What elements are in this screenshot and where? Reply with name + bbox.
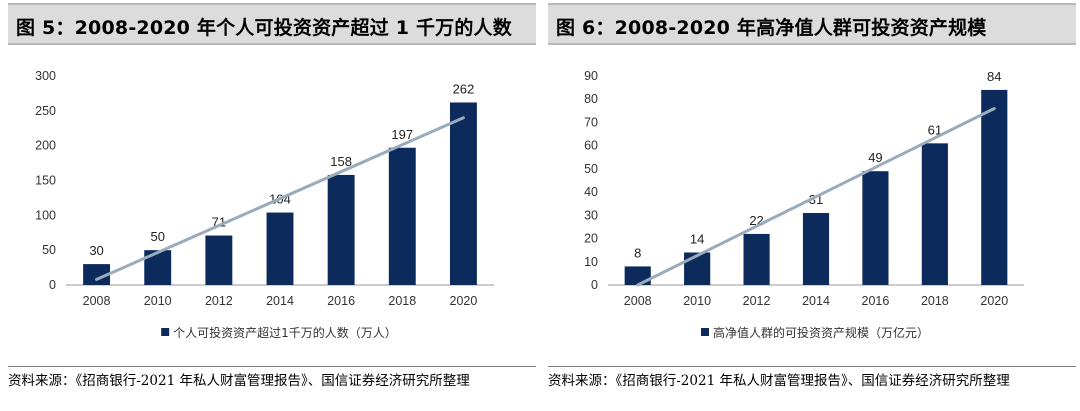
data-label: 61 — [928, 122, 942, 137]
y-tick-label: 80 — [584, 92, 598, 106]
chart-panel-6: 图 6：2008-2020 年高净值人群可投资资产规模 0 10 20 30 40 50 6… — [548, 0, 1076, 411]
y-tick-label: 150 — [35, 174, 56, 188]
y-tick-label: 50 — [584, 162, 598, 176]
y-tick-label: 30 — [584, 208, 598, 222]
bar-2020 — [449, 102, 477, 285]
data-label: 197 — [391, 127, 413, 142]
y-tick-label: 10 — [584, 255, 598, 269]
x-tick-label: 2018 — [921, 294, 949, 308]
x-tick-label: 2014 — [266, 294, 294, 308]
x-tick-label: 2008 — [624, 294, 652, 308]
legend-label: 高净值人群的可投资资产规模（万亿元） — [713, 325, 929, 340]
chart-panel-5: 图 5：2008-2020 年个人可投资资产超过 1 千万的人数 0 50 100 1… — [8, 0, 536, 411]
x-tick-label: 2014 — [802, 294, 830, 308]
chart-title: 图 6：2008-2020 年高净值人群可投资资产规模 — [556, 17, 987, 39]
x-tick-label: 2020 — [450, 294, 478, 308]
data-label: 49 — [868, 150, 882, 165]
bar-2018 — [388, 147, 416, 285]
x-tick-label: 2020 — [980, 294, 1008, 308]
bar-2016 — [327, 174, 355, 285]
data-label: 262 — [453, 81, 475, 96]
y-tick-label: 200 — [35, 139, 56, 153]
bar-2012 — [205, 235, 233, 285]
y-tick-label: 250 — [35, 104, 56, 118]
x-tick-label: 2010 — [144, 294, 172, 308]
data-label: 84 — [987, 69, 1001, 84]
bar-2014 — [266, 212, 294, 285]
bar-chart-hnw-assets: 0102030405060708090820081420102220123120… — [584, 69, 1024, 340]
data-label: 30 — [89, 243, 103, 258]
title-bar: 图 5：2008-2020 年个人可投资资产超过 1 千万的人数 — [8, 3, 536, 45]
y-tick-label: 20 — [584, 232, 598, 246]
y-tick-label: 60 — [584, 139, 598, 153]
trend-line — [636, 107, 996, 287]
bar-2012 — [743, 233, 770, 285]
bar-2016 — [862, 171, 889, 285]
x-tick-label: 2012 — [205, 294, 233, 308]
source-note: 资料来源：《招商银行-2021 年私人财富管理报告》、国信证券经济研究所整理 — [548, 366, 1076, 391]
x-tick-label: 2010 — [683, 294, 711, 308]
legend-label: 个人可投资资产超过1千万的人数（万人） — [173, 325, 397, 340]
trend-line — [95, 116, 465, 281]
bar-2020 — [981, 89, 1008, 285]
x-tick-label: 2012 — [743, 294, 771, 308]
bar-2008 — [83, 264, 111, 285]
bar-2018 — [921, 143, 948, 285]
title-bar: 图 6：2008-2020 年高净值人群可投资资产规模 — [548, 3, 1076, 45]
bar-2008 — [624, 266, 651, 285]
data-label: 14 — [690, 231, 704, 246]
bar-2014 — [802, 213, 830, 285]
y-tick-label: 0 — [591, 278, 598, 292]
bar-chart-wealthy-individuals: 0501001502002503003020085020107120121042… — [35, 69, 494, 340]
bar-2010 — [684, 252, 711, 285]
y-tick-label: 50 — [42, 243, 56, 257]
legend-swatch — [161, 328, 170, 336]
y-tick-label: 90 — [584, 69, 598, 83]
y-tick-label: 40 — [584, 185, 598, 199]
x-tick-label: 2016 — [327, 294, 355, 308]
source-note: 资料来源：《招商银行-2021 年私人财富管理报告》、国信证券经济研究所整理 — [8, 366, 536, 391]
y-tick-label: 70 — [584, 115, 598, 129]
y-tick-label: 100 — [35, 208, 56, 222]
x-tick-label: 2018 — [388, 294, 416, 308]
legend-swatch — [700, 328, 709, 336]
y-tick-label: 300 — [35, 69, 56, 83]
chart-title: 图 5：2008-2020 年个人可投资资产超过 1 千万的人数 — [16, 17, 512, 39]
data-label: 158 — [330, 154, 352, 169]
data-label: 8 — [634, 245, 641, 260]
x-tick-label: 2008 — [83, 294, 111, 308]
data-label: 50 — [150, 229, 164, 244]
x-tick-label: 2016 — [862, 294, 890, 308]
y-tick-label: 0 — [49, 278, 56, 292]
